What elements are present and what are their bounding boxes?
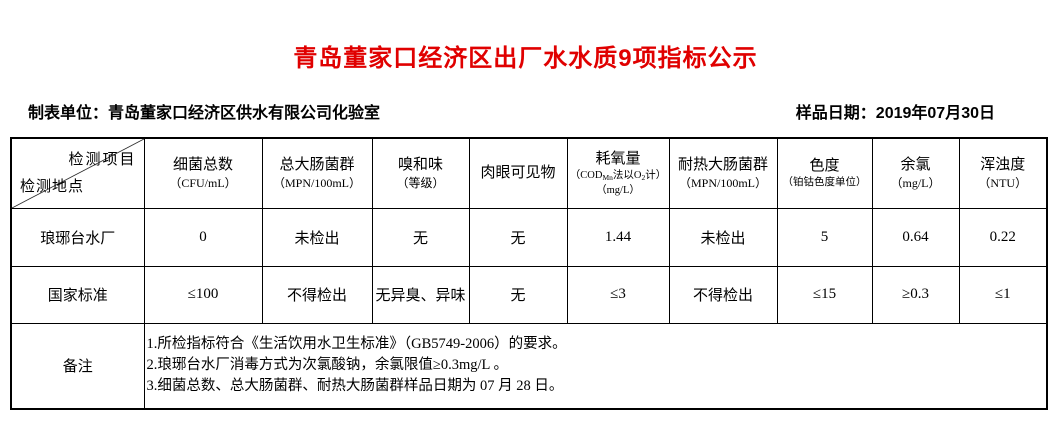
cell-langyatai-bacteria-count: 0	[143, 207, 263, 267]
remark-label: 备注	[10, 322, 145, 410]
col-header-total-coliform: 总大肠菌群 （MPN/100mL）	[261, 137, 373, 209]
cell-standard-turbidity: ≤1	[958, 265, 1048, 324]
cell-standard-chroma: ≤15	[776, 265, 873, 324]
cell-standard-visible-matter: 无	[468, 265, 568, 324]
sample-date-value: 2019年07月30日	[875, 105, 995, 122]
sample-date-label: 样品日期：	[795, 105, 876, 122]
cell-standard-bacteria-count: ≤100	[143, 265, 263, 324]
diagonal-divider	[12, 139, 143, 207]
col-header-odor-taste: 嗅和味 （等级）	[371, 137, 470, 209]
cell-standard-cod: ≤3	[566, 265, 670, 324]
prepared-by-label: 制表单位：青岛董家口经济区供水有限公司化验室	[28, 105, 381, 122]
row-label-national-standard: 国家标准	[10, 265, 145, 324]
cell-langyatai-visible-matter: 无	[468, 207, 568, 267]
remark-body: 1.所检指标符合《生活饮用水卫生标准》（GB5749-2006）的要求。 2.琅…	[143, 322, 1048, 410]
cell-standard-thermotolerant-coliform: 不得检出	[668, 265, 778, 324]
cell-langyatai-chroma: 5	[776, 207, 873, 267]
water-quality-table: 检测项目 检测地点 细菌总数 （CFU/mL） 总大肠菌群 （MPN/100mL…	[10, 137, 1048, 410]
remark-line-2: 2.琅琊台水厂消毒方式为次氯酸钠，余氯限值≥0.3mg/L 。	[146, 357, 508, 374]
col-header-bacteria-count: 细菌总数 （CFU/mL）	[143, 137, 263, 209]
remark-line-1: 1.所检指标符合《生活饮用水卫生标准》（GB5749-2006）的要求。	[146, 336, 567, 353]
col-header-thermotolerant-coliform: 耐热大肠菌群 （MPN/100mL）	[668, 137, 778, 209]
remark-row: 备注 1.所检指标符合《生活饮用水卫生标准》（GB5749-2006）的要求。 …	[10, 322, 1048, 410]
table-row-national-standard: 国家标准 ≤100 不得检出 无异臭、异味 无 ≤3 不得检出 ≤15 ≥0.3…	[10, 265, 1048, 324]
corner-cell: 检测项目 检测地点	[10, 137, 145, 209]
col-header-turbidity: 浑浊度 （NTU）	[958, 137, 1048, 209]
cell-langyatai-turbidity: 0.22	[958, 207, 1048, 267]
page-title: 青岛董家口经济区出厂水水质9项指标公示	[293, 45, 758, 72]
cell-langyatai-total-coliform: 未检出	[261, 207, 373, 267]
meta-row: 制表单位：青岛董家口经济区供水有限公司化验室 样品日期：2019年07月30日	[0, 73, 1051, 123]
sample-date: 样品日期：2019年07月30日	[796, 99, 995, 123]
col-header-visible-matter: 肉眼可见物	[468, 137, 568, 209]
col-header-chroma: 色度 （铂钴色度单位）	[776, 137, 873, 209]
cod-unit: （CODMn法以O2计）（mg/L）	[569, 169, 667, 196]
corner-label-site: 检测地点	[20, 178, 85, 195]
row-label-langyatai: 琅琊台水厂	[10, 207, 145, 267]
col-header-residual-chlorine: 余氯 （mg/L）	[871, 137, 960, 209]
remark-line-3: 3.细菌总数、总大肠菌群、耐热大肠菌群样品日期为 07 月 28 日。	[146, 378, 564, 395]
cell-langyatai-odor-taste: 无	[371, 207, 470, 267]
cell-standard-odor-taste: 无异臭、异味	[371, 265, 470, 324]
cell-langyatai-thermotolerant-coliform: 未检出	[668, 207, 778, 267]
cell-standard-total-coliform: 不得检出	[261, 265, 373, 324]
cell-langyatai-residual-chlorine: 0.64	[871, 207, 960, 267]
table-row-langyatai: 琅琊台水厂 0 未检出 无 无 1.44 未检出 5 0.64 0.22	[10, 207, 1048, 267]
cell-standard-residual-chlorine: ≥0.3	[871, 265, 960, 324]
corner-label-items: 检测项目	[68, 152, 137, 168]
col-header-cod: 耗氧量 （CODMn法以O2计）（mg/L）	[566, 137, 670, 209]
header-row: 检测项目 检测地点 细菌总数 （CFU/mL） 总大肠菌群 （MPN/100mL…	[10, 137, 1048, 209]
cell-langyatai-cod: 1.44	[566, 207, 670, 267]
